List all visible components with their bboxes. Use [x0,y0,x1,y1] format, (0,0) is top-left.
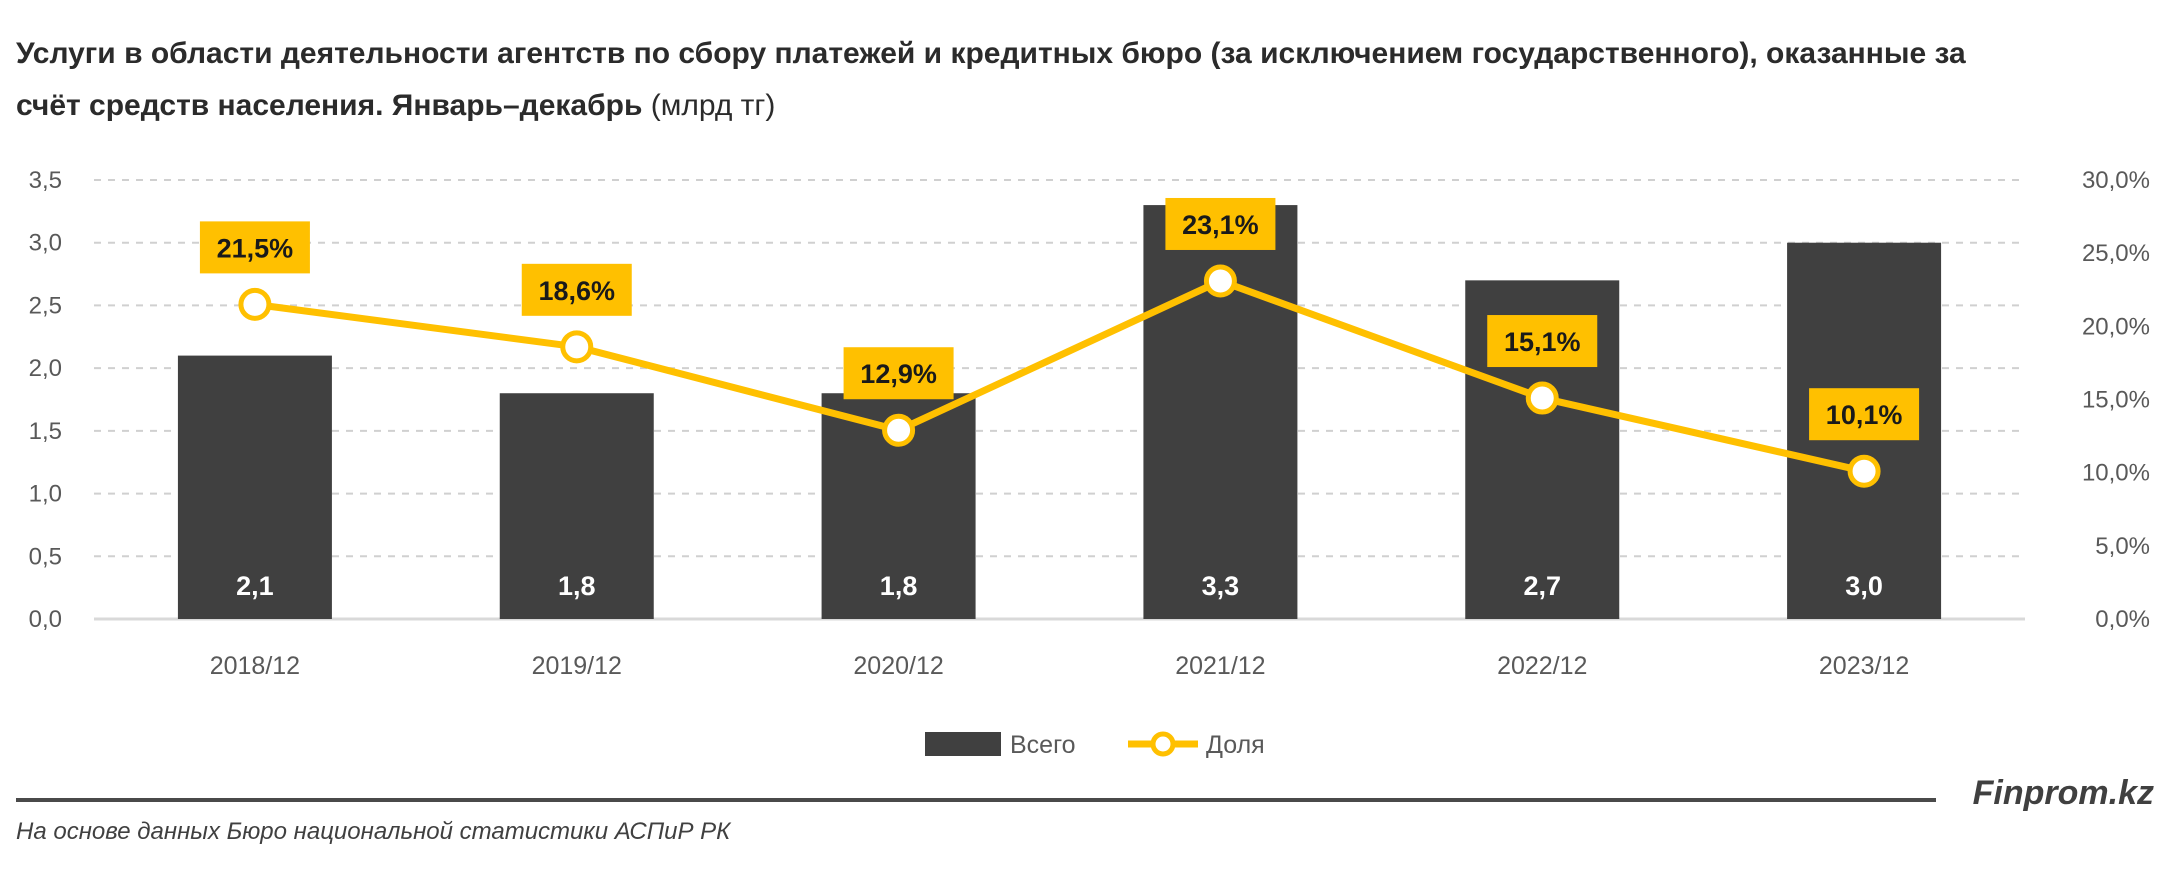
share-point [1525,381,1559,415]
legend-label-share: Доля [1206,731,1265,759]
bar [499,393,654,619]
legend-label-total: Всего [1010,731,1076,759]
bar-value-label: 2,7 [1523,571,1561,601]
legend-swatch-share-point [1150,731,1176,757]
share-point [1847,454,1881,488]
share-label-box [1809,388,1920,441]
x-axis-tick: 2023/12 [1819,652,1909,680]
x-axis-tick: 2019/12 [532,652,622,680]
chart-title-main: Услуги в области деятельности агентств п… [16,37,1966,122]
footer-divider [16,798,1936,802]
bar-value-label: 3,3 [1202,571,1240,601]
share-label: 15,1% [1504,327,1581,357]
left-axis-tick: 1,0 [29,481,62,508]
right-axis-tick: 25,0% [2082,240,2150,267]
share-label: 10,1% [1826,400,1903,430]
left-axis-tick: 3,0 [29,230,62,257]
share-line [254,277,1865,475]
bar-value-label: 3,0 [1845,571,1883,601]
right-axis-tick: 20,0% [2082,313,2150,340]
share-point [238,287,272,321]
share-label-box [521,263,632,316]
brand-logo: Finprom.kz [1972,774,2154,812]
share-label: 21,5% [217,233,294,263]
share-label-box [199,221,310,274]
left-axis-tick: 3,5 [29,167,62,194]
left-axis-tick: 2,5 [29,292,62,319]
left-axis-tick: 0,0 [29,606,62,633]
share-label: 23,1% [1182,210,1259,240]
bar-value-label: 1,8 [558,571,596,601]
x-axis-tick: 2020/12 [853,652,943,680]
chart-title: Услуги в области деятельности агентств п… [16,28,2016,132]
right-axis-tick: 10,0% [2082,460,2150,487]
share-label: 18,6% [538,276,615,306]
right-axis-tick: 15,0% [2082,387,2150,414]
right-axis-tick: 0,0% [2095,606,2150,633]
right-axis-tick: 5,0% [2095,533,2150,560]
share-label: 12,9% [860,359,937,389]
x-axis-tick: 2021/12 [1175,652,1265,680]
right-axis-tick: 30,0% [2082,167,2150,194]
x-axis-tick: 2022/12 [1497,652,1587,680]
bar-value-label: 1,8 [880,571,918,601]
left-axis-tick: 1,5 [29,418,62,445]
bar [177,355,332,619]
chart-title-unit: (млрд тг) [642,89,776,122]
bar-value-label: 2,1 [236,571,274,601]
share-point [560,330,594,364]
share-point [1203,264,1237,298]
share-point [882,413,916,447]
share-label-box [843,347,954,400]
legend-swatch-total [925,732,1001,756]
share-label-box [1487,315,1598,368]
source-note: На основе данных Бюро национальной стати… [16,818,731,845]
share-label-box [1165,197,1276,250]
left-axis-tick: 0,5 [29,543,62,570]
x-axis-tick: 2018/12 [210,652,300,680]
left-axis-tick: 2,0 [29,355,62,382]
